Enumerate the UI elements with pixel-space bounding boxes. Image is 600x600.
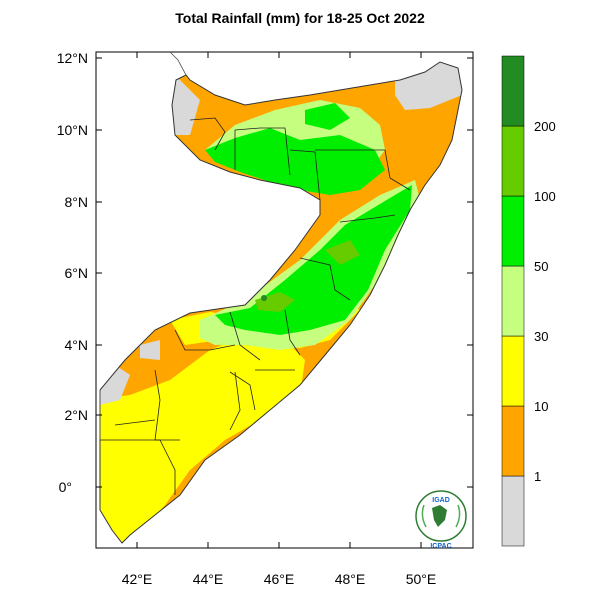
legend-bin-10-30 [501,335,525,407]
lon-label-44e: 44°E [193,571,224,587]
laurel-right-icon [455,504,461,528]
lon-label-42e: 42°E [122,571,153,587]
map-title: Total Rainfall (mm) for 18-25 Oct 2022 [175,10,425,26]
legend-label-200: 200 [534,119,556,134]
legend-bin-100-200 [501,125,525,197]
somalia-outline [99,61,463,544]
tick-marks [96,52,473,548]
legend-bin-gt200 [501,55,525,127]
legend-label-30: 30 [534,329,548,344]
lat-label-8n: 8°N [65,194,89,210]
lat-label-2n: 2°N [65,407,89,423]
regional-boundaries [100,117,411,495]
lat-label-0: 0° [59,479,72,495]
legend-label-10: 10 [534,399,548,414]
legend-colorbar [501,55,525,547]
legend-bin-1-10 [501,405,525,477]
legend-label-100: 100 [534,189,556,204]
legend-bin-30-50 [501,265,525,337]
logo-top-text: IGAD [432,497,450,504]
igad-icpac-logo: IGAD ICPAC [415,490,467,550]
lon-label-50e: 50°E [406,571,437,587]
lat-label-6n: 6°N [65,265,89,281]
lat-label-12n: 12°N [57,50,88,66]
logo-bottom-text: ICPAC [430,543,451,550]
djibouti-border [169,51,187,76]
lon-label-46e: 46°E [264,571,295,587]
lat-label-4n: 4°N [65,337,89,353]
laurel-left-icon [421,504,427,528]
lon-label-48e: 48°E [335,571,366,587]
legend-label-1: 1 [534,469,541,484]
legend-bin-50-100 [501,195,525,267]
lat-label-10n: 10°N [57,122,88,138]
legend-label-50: 50 [534,259,548,274]
africa-icon [432,505,447,527]
legend-bin-lt1 [501,475,525,547]
